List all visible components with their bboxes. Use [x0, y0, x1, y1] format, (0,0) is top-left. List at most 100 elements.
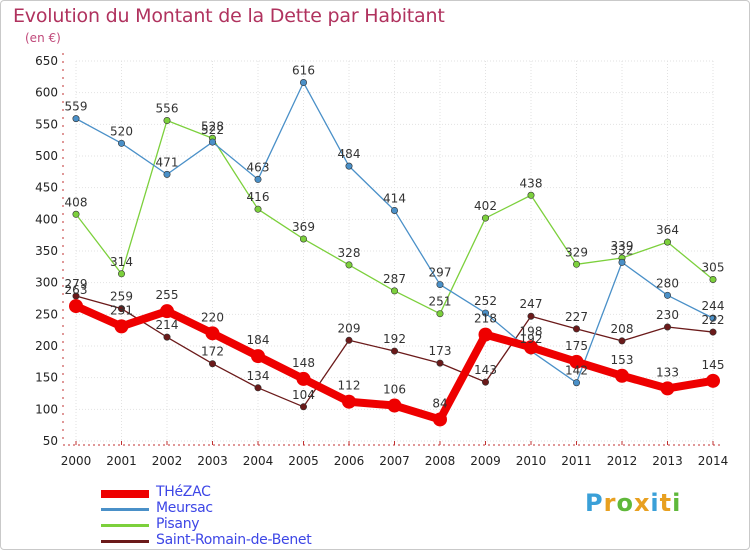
data-label: 148	[292, 356, 315, 370]
data-label: 332	[611, 243, 634, 257]
data-point	[299, 235, 307, 243]
data-point	[118, 305, 126, 313]
data-point	[390, 206, 398, 214]
data-label: 556	[156, 102, 179, 116]
data-point	[345, 261, 353, 269]
data-point	[663, 323, 671, 331]
data-label: 279	[65, 277, 88, 291]
data-label: 339	[611, 239, 634, 253]
data-point	[572, 260, 580, 268]
x-tick-label: 2012	[607, 454, 638, 468]
data-point	[390, 347, 398, 355]
y-tick-label: 650	[35, 54, 58, 68]
y-tick-label: 250	[35, 307, 58, 321]
data-point	[527, 312, 535, 320]
y-tick-label: 500	[35, 149, 58, 163]
data-point	[72, 115, 80, 123]
data-label: 280	[656, 276, 679, 290]
data-label: 263	[65, 283, 88, 297]
x-tick-label: 2013	[652, 454, 683, 468]
data-label: 287	[383, 272, 406, 286]
data-point	[163, 170, 171, 178]
data-label: 414	[383, 191, 406, 205]
data-label: 244	[702, 299, 725, 313]
data-label: 104	[292, 388, 315, 402]
grid	[75, 60, 714, 442]
data-label: 328	[338, 246, 361, 260]
data-point	[660, 381, 675, 396]
data-label: 255	[156, 288, 179, 302]
data-label: 142	[565, 364, 588, 378]
y-tick-label: 350	[35, 244, 58, 258]
data-point	[433, 412, 447, 427]
data-label: 559	[65, 100, 88, 114]
y-tick-label: 550	[35, 117, 58, 131]
data-point	[254, 384, 262, 392]
data-label: 463	[247, 160, 270, 174]
data-label: 231	[110, 303, 133, 317]
data-point	[527, 191, 535, 199]
x-tick-label: 2003	[197, 454, 228, 468]
data-label: 297	[429, 266, 452, 280]
x-tick-label: 2006	[334, 454, 365, 468]
y-tick-label: 100	[35, 402, 58, 416]
series-points	[69, 79, 720, 427]
data-point	[618, 258, 626, 266]
data-label: 369	[292, 220, 315, 234]
data-label: 247	[520, 297, 543, 311]
data-point	[345, 162, 353, 170]
data-point	[163, 333, 171, 341]
data-point	[481, 309, 489, 317]
data-point	[663, 291, 671, 299]
data-point	[478, 327, 493, 342]
y-tick-label: 50	[43, 434, 58, 448]
y-tick-label: 400	[35, 212, 58, 226]
data-point	[572, 325, 580, 333]
data-point	[251, 349, 265, 364]
x-tick-label: 2002	[152, 454, 183, 468]
data-point	[436, 359, 444, 367]
x-tick-label: 2011	[561, 454, 592, 468]
data-label: 471	[156, 155, 179, 169]
legend-label: Meursac	[156, 500, 213, 516]
x-tick-label: 2007	[379, 454, 410, 468]
data-label: 252	[474, 294, 497, 308]
x-tick-label: 2005	[288, 454, 319, 468]
x-tick-label: 2010	[516, 454, 547, 468]
data-point	[618, 337, 626, 345]
data-label: 220	[201, 310, 224, 324]
data-label: 218	[474, 312, 497, 326]
data-label: 145	[702, 358, 725, 372]
legend-label: Pisany	[156, 516, 200, 532]
x-tick-label: 2014	[698, 454, 729, 468]
data-point	[709, 328, 717, 336]
data-point	[572, 379, 580, 387]
data-label: 133	[656, 365, 679, 379]
data-label: 106	[383, 383, 406, 397]
legend-swatch-meursac	[101, 508, 149, 511]
data-point	[387, 398, 402, 413]
data-point	[118, 270, 126, 278]
data-label: 172	[201, 345, 224, 359]
data-labels: 279 259 214 172 134 104 209 192 173 143 247 227 208 2…	[65, 64, 725, 411]
legend-label: THéZAC	[156, 484, 211, 500]
data-point	[209, 360, 217, 368]
data-point	[345, 336, 353, 344]
data-point	[118, 139, 126, 147]
data-point	[706, 373, 720, 388]
data-point	[615, 368, 629, 383]
data-point	[163, 117, 171, 125]
data-point	[390, 287, 398, 295]
data-point	[72, 210, 80, 218]
data-label: 305	[702, 261, 725, 275]
data-point	[160, 304, 174, 319]
data-point	[209, 138, 217, 146]
x-tick-label: 2001	[106, 454, 137, 468]
data-point	[481, 378, 489, 386]
data-label: 438	[520, 176, 543, 190]
data-label: 209	[338, 321, 361, 335]
data-label: 112	[338, 379, 361, 393]
data-label: 222	[702, 313, 725, 327]
data-point	[709, 275, 717, 283]
